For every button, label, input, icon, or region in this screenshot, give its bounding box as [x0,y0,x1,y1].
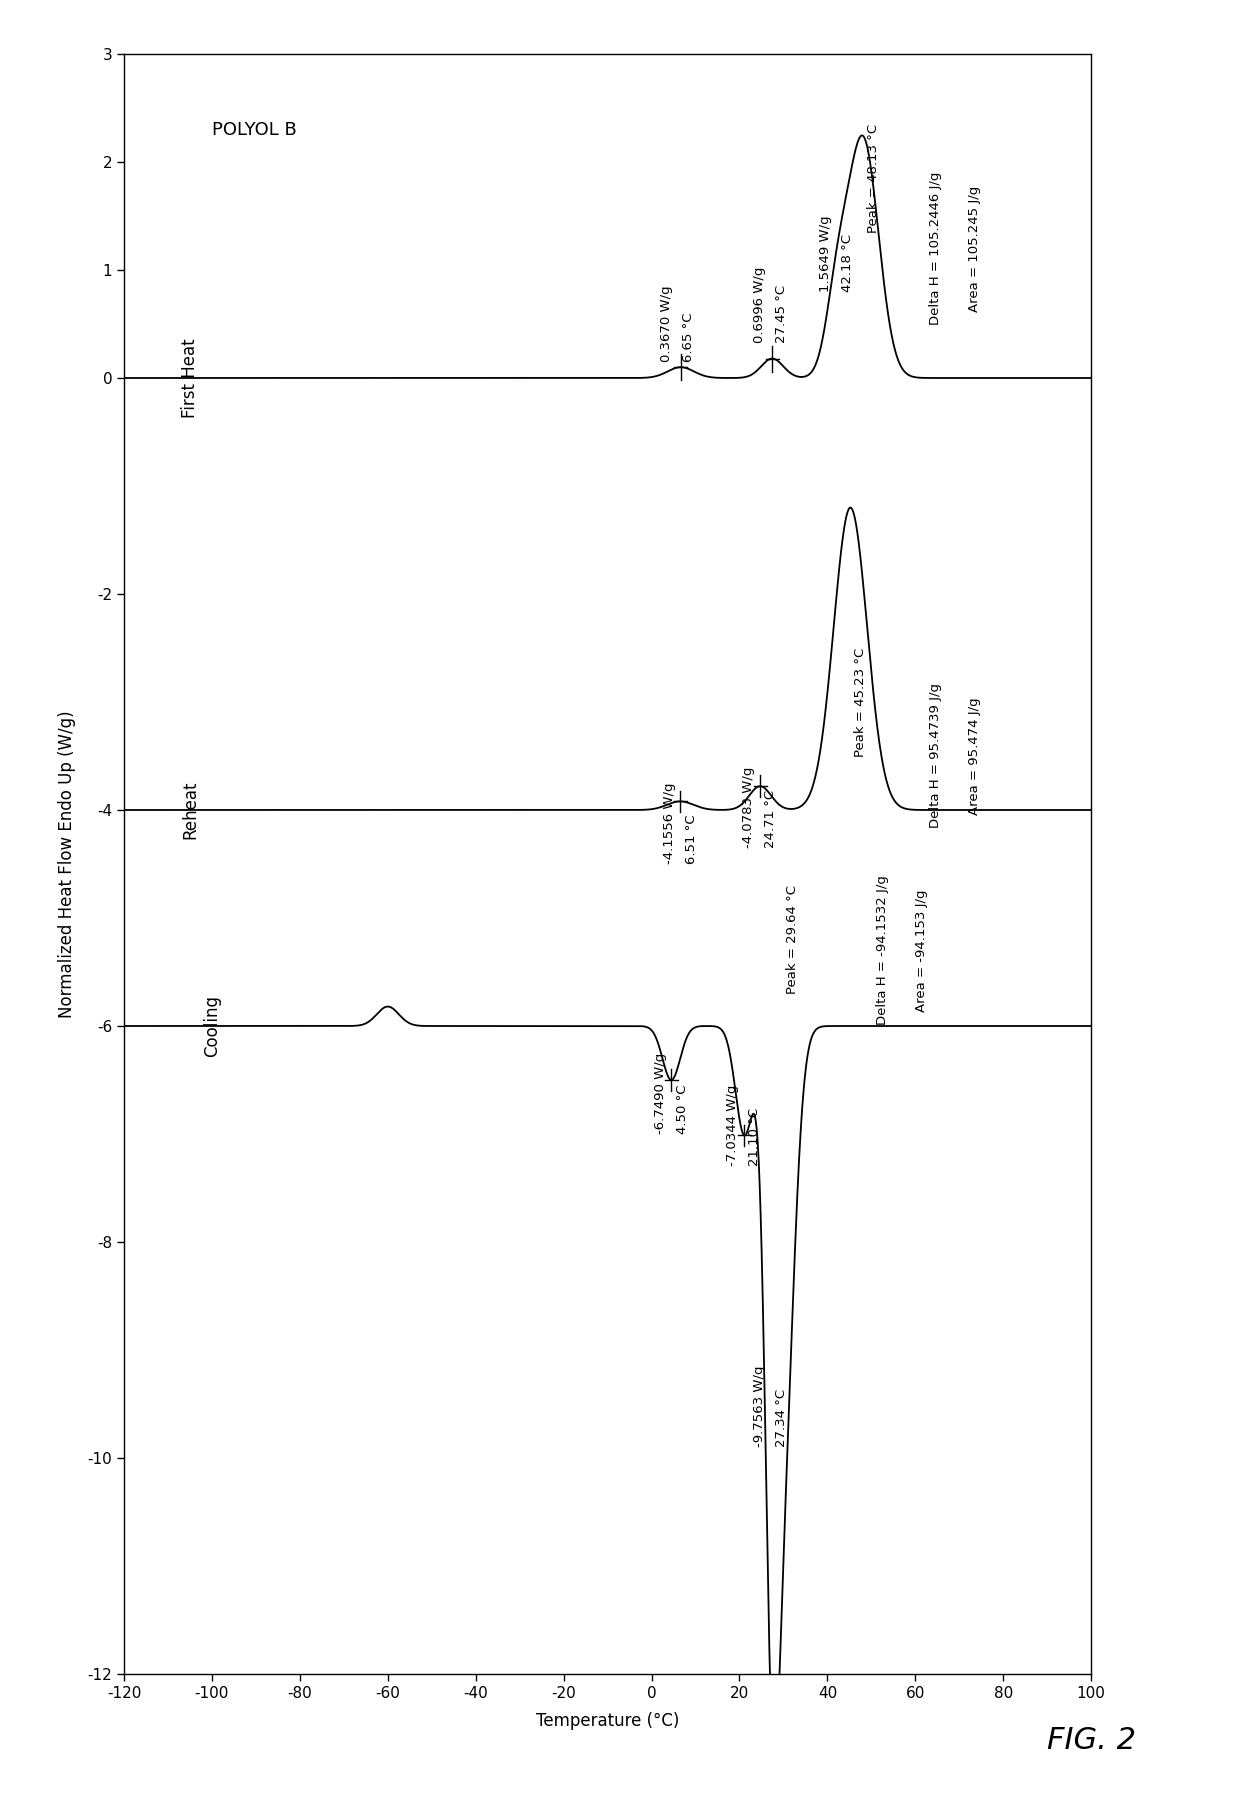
Text: FIG. 2: FIG. 2 [1047,1726,1136,1755]
Text: Peak = 45.23 °C: Peak = 45.23 °C [854,648,867,756]
Text: 0.3670 W/g: 0.3670 W/g [661,284,673,362]
Text: First Heat: First Heat [181,338,198,418]
Text: 24.71 °C: 24.71 °C [764,790,776,848]
Text: 6.51 °C: 6.51 °C [684,814,698,864]
Text: 27.34 °C: 27.34 °C [775,1390,787,1447]
Text: Area = 105.245 J/g: Area = 105.245 J/g [968,185,981,311]
Text: Peak = 29.64 °C: Peak = 29.64 °C [786,886,799,994]
Text: Area = 95.474 J/g: Area = 95.474 J/g [968,697,981,815]
Text: POLYOL B: POLYOL B [212,121,296,139]
Text: 1.5649 W/g: 1.5649 W/g [818,214,832,292]
Text: Delta H = 105.2446 J/g: Delta H = 105.2446 J/g [929,171,941,326]
Text: 42.18 °C: 42.18 °C [841,234,853,292]
Text: 6.65 °C: 6.65 °C [682,313,696,362]
Text: -6.7490 W/g: -6.7490 W/g [653,1053,667,1134]
Text: -4.1556 W/g: -4.1556 W/g [662,783,676,864]
Text: Cooling: Cooling [203,995,221,1057]
Text: -4.0783 W/g: -4.0783 W/g [742,767,755,848]
Text: 0.6996 W/g: 0.6996 W/g [753,266,765,344]
Text: -9.7563 W/g: -9.7563 W/g [753,1366,765,1447]
Text: Peak = 48.13 °C: Peak = 48.13 °C [867,124,880,232]
Text: 4.50 °C: 4.50 °C [676,1084,688,1134]
Text: 27.45 °C: 27.45 °C [775,286,787,344]
Text: Area = -94.153 J/g: Area = -94.153 J/g [915,889,929,1012]
Text: Reheat: Reheat [181,781,198,839]
Text: Delta H = 95.4739 J/g: Delta H = 95.4739 J/g [929,684,941,828]
X-axis label: Temperature (°C): Temperature (°C) [536,1712,680,1730]
Y-axis label: Normalized Heat Flow Endo Up (W/g): Normalized Heat Flow Endo Up (W/g) [58,711,77,1017]
Text: 21.10 °C: 21.10 °C [748,1109,761,1166]
Text: -7.0344 W/g: -7.0344 W/g [727,1085,739,1166]
Text: Delta H = -94.1532 J/g: Delta H = -94.1532 J/g [875,875,889,1026]
